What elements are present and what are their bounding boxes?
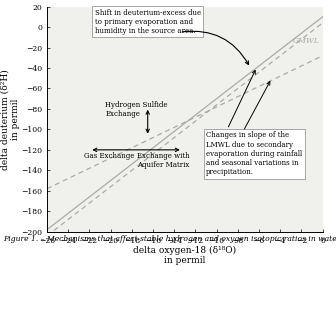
Text: Gas Exchange: Gas Exchange (84, 152, 134, 160)
Text: Exchange with
Aquifer Matrix: Exchange with Aquifer Matrix (137, 152, 190, 169)
Y-axis label: delta deuterium (δ²H)
in permil: delta deuterium (δ²H) in permil (0, 69, 20, 169)
Text: Shift in deuterium-excess due
to primary evaporation and
humidity in the source : Shift in deuterium-excess due to primary… (95, 9, 201, 35)
X-axis label: delta oxygen-18 (δ¹⁸O)
in permil: delta oxygen-18 (δ¹⁸O) in permil (133, 246, 236, 265)
Text: Hydrogen Sulfide
Exchange: Hydrogen Sulfide Exchange (105, 101, 168, 118)
Text: GMWL: GMWL (293, 37, 320, 45)
Text: Figure 1. – Mechanisms that affect stable hydrogen and oxygen isotopic ratios in: Figure 1. – Mechanisms that affect stabl… (3, 235, 336, 243)
Text: Changes in slope of the
LMWL due to secondary
evaporation during rainfall
and se: Changes in slope of the LMWL due to seco… (206, 131, 302, 176)
